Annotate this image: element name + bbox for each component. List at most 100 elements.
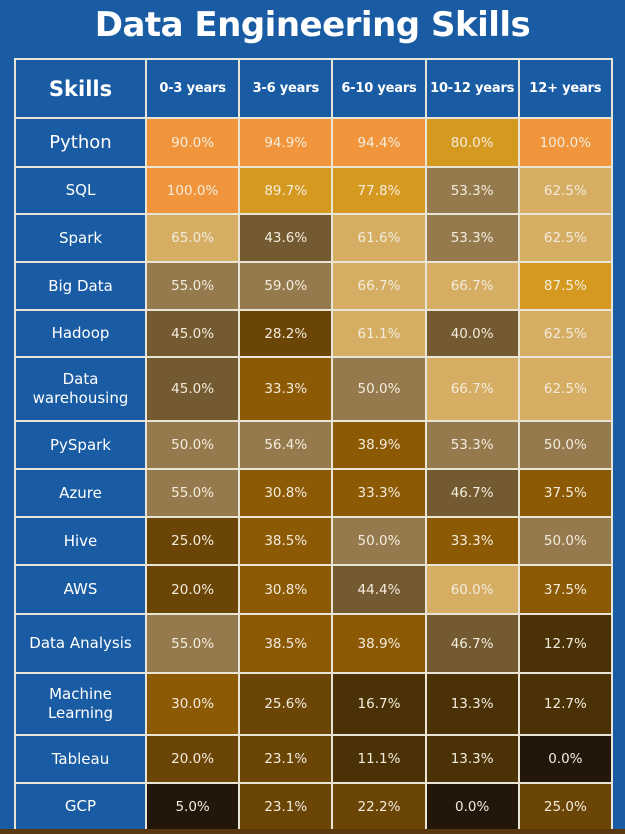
- heatmap-cell: 100.0%: [517, 117, 613, 168]
- heatmap-cell: 62.5%: [517, 166, 613, 215]
- heatmap-cell: 61.1%: [331, 309, 427, 358]
- heatmap-cell: 53.3%: [424, 166, 520, 215]
- heatmap-cell: 59.0%: [238, 261, 334, 311]
- table-row: Hive 25.0% 38.5% 50.0% 33.3% 50.0%: [14, 516, 613, 566]
- heatmap-cell: 50.0%: [517, 516, 613, 566]
- column-header: 12+ years: [517, 58, 613, 119]
- column-header: 3-6 years: [238, 58, 334, 119]
- table-row: Hadoop 45.0% 28.2% 61.1% 40.0% 62.5%: [14, 309, 613, 358]
- heatmap-cell: 33.3%: [331, 468, 427, 518]
- heatmap-cell: 13.3%: [424, 734, 520, 784]
- heatmap-cell: 77.8%: [331, 166, 427, 215]
- column-header: 10-12 years: [424, 58, 520, 119]
- heatmap-cell: 20.0%: [144, 734, 241, 784]
- heatmap-cell: 12.7%: [517, 672, 613, 736]
- heatmap-cell: 62.5%: [517, 356, 613, 422]
- table-row: Python 90.0% 94.9% 94.4% 80.0% 100.0%: [14, 117, 613, 168]
- heatmap-cell: 25.0%: [144, 516, 241, 566]
- table-row: Machine Learning 30.0% 25.6% 16.7% 13.3% 12.7…: [14, 672, 613, 736]
- heatmap-cell: 38.9%: [331, 420, 427, 470]
- heatmap-cell: 90.0%: [144, 117, 241, 168]
- heatmap-cell: 33.3%: [238, 356, 334, 422]
- heatmap-cell: 28.2%: [238, 309, 334, 358]
- heatmap-cell: 33.3%: [424, 516, 520, 566]
- heatmap-cell: 25.0%: [517, 782, 613, 831]
- table-row: GCP 5.0% 23.1% 22.2% 0.0% 25.0%: [14, 782, 613, 831]
- column-header: 0-3 years: [144, 58, 241, 119]
- skill-label: Python: [14, 117, 147, 168]
- header-row: Skills 0-3 years 3-6 years 6-10 years 10…: [14, 58, 613, 119]
- skill-label: Data warehousing: [14, 356, 147, 422]
- heatmap-cell: 43.6%: [238, 213, 334, 263]
- skill-label: AWS: [14, 564, 147, 615]
- heatmap-cell: 30.0%: [144, 672, 241, 736]
- heatmap-cell: 25.6%: [238, 672, 334, 736]
- heatmap-cell: 44.4%: [331, 564, 427, 615]
- skill-label: Hive: [14, 516, 147, 566]
- heatmap-cell: 38.9%: [331, 613, 427, 674]
- table-row: Data Analysis 55.0% 38.5% 38.9% 46.7% 12.7%: [14, 613, 613, 674]
- page-title: Data Engineering Skills: [94, 5, 531, 45]
- heatmap-cell: 38.5%: [238, 613, 334, 674]
- heatmap-cell: 45.0%: [144, 309, 241, 358]
- skill-label: Spark: [14, 213, 147, 263]
- heatmap-cell: 5.0%: [144, 782, 241, 831]
- heatmap-cell: 53.3%: [424, 420, 520, 470]
- table-row: Spark 65.0% 43.6% 61.6% 53.3% 62.5%: [14, 213, 613, 263]
- heatmap-cell: 53.3%: [424, 213, 520, 263]
- skill-label: SQL: [14, 166, 147, 215]
- heatmap-cell: 66.7%: [424, 261, 520, 311]
- skills-column-header: Skills: [14, 58, 147, 119]
- skills-heatmap-table: Skills 0-3 years 3-6 years 6-10 years 10…: [14, 58, 613, 831]
- table-row: AWS 20.0% 30.8% 44.4% 60.0% 37.5%: [14, 564, 613, 615]
- skill-label: Hadoop: [14, 309, 147, 358]
- skill-label: Big Data: [14, 261, 147, 311]
- heatmap-cell: 50.0%: [331, 356, 427, 422]
- heatmap-cell: 13.3%: [424, 672, 520, 736]
- heatmap-cell: 23.1%: [238, 782, 334, 831]
- table-body: Python 90.0% 94.9% 94.4% 80.0% 100.0% SQL 100.0…: [14, 117, 613, 831]
- heatmap-cell: 46.7%: [424, 468, 520, 518]
- heatmap-cell: 37.5%: [517, 564, 613, 615]
- heatmap-cell: 66.7%: [424, 356, 520, 422]
- heatmap-cell: 55.0%: [144, 613, 241, 674]
- heatmap-cell: 0.0%: [517, 734, 613, 784]
- heatmap-cell: 46.7%: [424, 613, 520, 674]
- heatmap-cell: 56.4%: [238, 420, 334, 470]
- heatmap-cell: 87.5%: [517, 261, 613, 311]
- table-row: SQL 100.0% 89.7% 77.8% 53.3% 62.5%: [14, 166, 613, 215]
- heatmap-cell: 0.0%: [424, 782, 520, 831]
- heatmap-cell: 50.0%: [517, 420, 613, 470]
- heatmap-cell: 37.5%: [517, 468, 613, 518]
- heatmap-cell: 30.8%: [238, 468, 334, 518]
- heatmap-cell: 16.7%: [331, 672, 427, 736]
- heatmap-cell: 40.0%: [424, 309, 520, 358]
- heatmap-cell: 89.7%: [238, 166, 334, 215]
- table-row: PySpark 50.0% 56.4% 38.9% 53.3% 50.0%: [14, 420, 613, 470]
- skill-label: Machine Learning: [14, 672, 147, 736]
- heatmap-cell: 65.0%: [144, 213, 241, 263]
- heatmap-cell: 61.6%: [331, 213, 427, 263]
- heatmap-cell: 22.2%: [331, 782, 427, 831]
- heatmap-cell: 45.0%: [144, 356, 241, 422]
- heatmap-cell: 50.0%: [331, 516, 427, 566]
- heatmap-cell: 38.5%: [238, 516, 334, 566]
- table-row: Azure 55.0% 30.8% 33.3% 46.7% 37.5%: [14, 468, 613, 518]
- heatmap-cell: 60.0%: [424, 564, 520, 615]
- heatmap-cell: 55.0%: [144, 261, 241, 311]
- table-row: Tableau 20.0% 23.1% 11.1% 13.3% 0.0%: [14, 734, 613, 784]
- bottom-border-strip: [0, 829, 625, 834]
- table-row: Data warehousing 45.0% 33.3% 50.0% 66.7% 62.5…: [14, 356, 613, 422]
- skill-label: Tableau: [14, 734, 147, 784]
- heatmap-cell: 11.1%: [331, 734, 427, 784]
- skill-label: PySpark: [14, 420, 147, 470]
- heatmap-cell: 23.1%: [238, 734, 334, 784]
- heatmap-cell: 62.5%: [517, 309, 613, 358]
- heatmap-cell: 50.0%: [144, 420, 241, 470]
- heatmap-cell: 62.5%: [517, 213, 613, 263]
- heatmap-cell: 66.7%: [331, 261, 427, 311]
- column-header: 6-10 years: [331, 58, 427, 119]
- heatmap-cell: 80.0%: [424, 117, 520, 168]
- heatmap-cell: 94.9%: [238, 117, 334, 168]
- heatmap-cell: 12.7%: [517, 613, 613, 674]
